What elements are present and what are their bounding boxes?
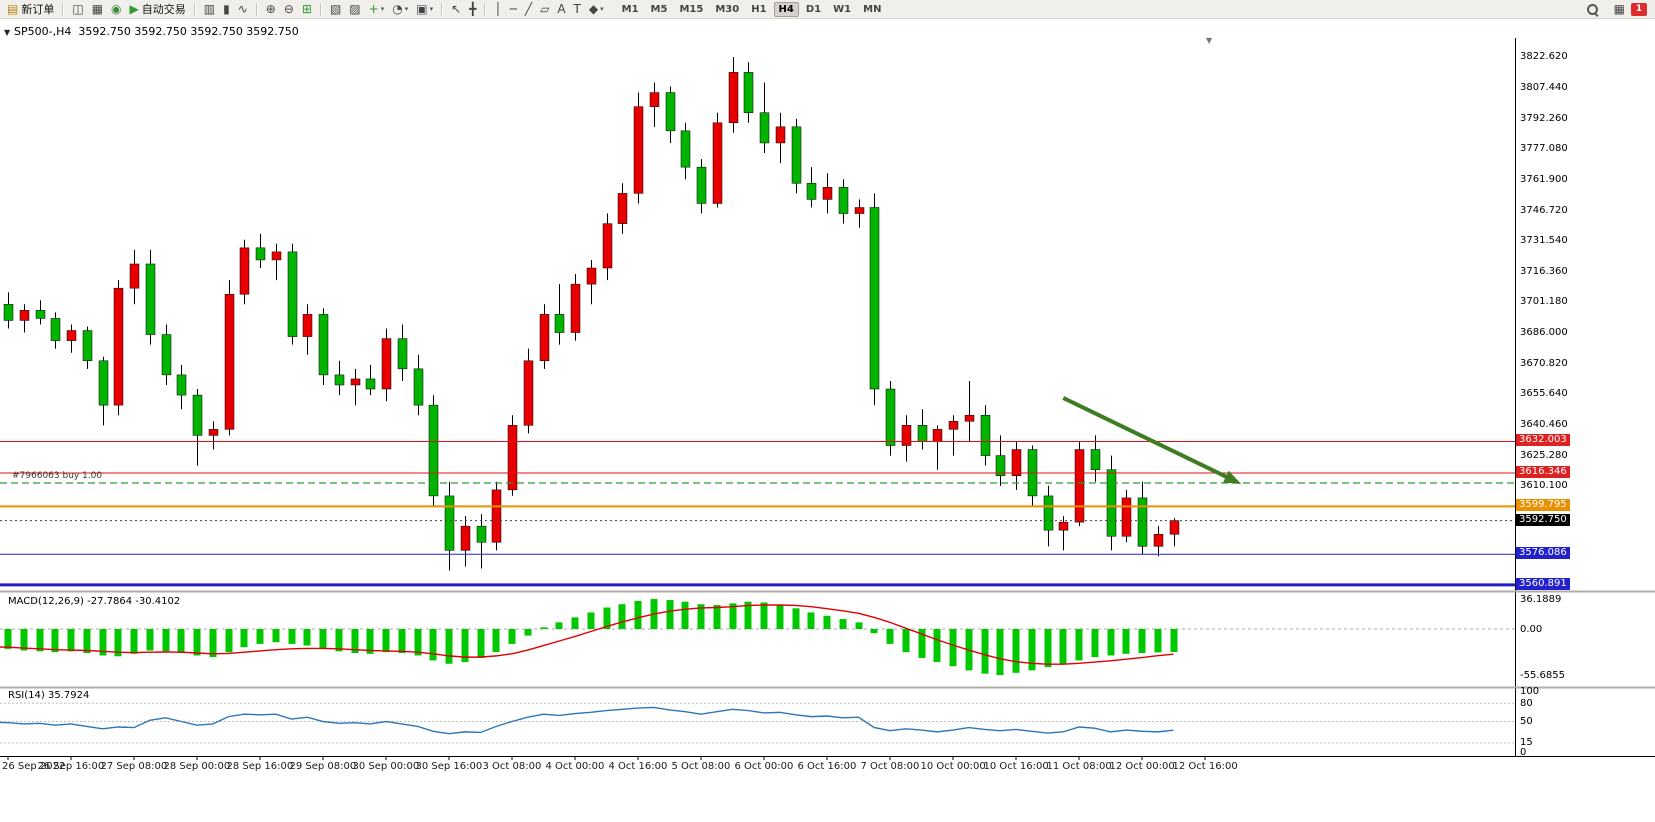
macd-indicator-label: MACD(12,26,9) -27.7864 -30.4102: [8, 596, 181, 607]
add-indicator-button[interactable]: + ▾: [366, 1, 388, 18]
chart-shift-marker-icon: ▼: [1206, 36, 1213, 45]
horizontal-line-icon[interactable]: ─: [507, 1, 520, 18]
timeframe-h1[interactable]: H1: [751, 3, 767, 15]
chevron-down-icon[interactable]: ▾: [404, 5, 409, 13]
zoom-out-icon[interactable]: ⊖: [281, 1, 297, 18]
timeframe-m5[interactable]: M5: [650, 3, 668, 15]
chevron-down-icon[interactable]: ▾: [600, 5, 604, 13]
add-indicator-button-glyph: +: [368, 1, 379, 16]
candlestick-chart-icon[interactable]: ▮: [220, 1, 233, 18]
vertical-line-icon-glyph: │: [494, 1, 502, 16]
line-chart-icon-glyph: ∿: [237, 1, 248, 16]
cascade-windows-icon[interactable]: ▨: [346, 1, 363, 18]
tile-windows-icon[interactable]: ⊞: [299, 1, 315, 18]
chart-window[interactable]: [0, 19, 1655, 822]
toolbar: ▤ 新订单 ◫ ▦ ◉ ▶ 自动交易 ▥ ▮ ∿ ⊕ ⊖ ⊞ ▧ ▨ + ▾ ◔ ▾ ▣ ▾ ↖ ╋ │ ─ ╱ ▱ A T ◆ ▾ M1 M…: [0, 0, 1655, 19]
symbol-period-label: SP500-,H4: [14, 25, 72, 38]
shapes-button[interactable]: ◆ ▾: [586, 1, 607, 18]
arrange-windows-icon-glyph: ▧: [329, 1, 342, 16]
tile-windows-icon-glyph: ⊞: [301, 1, 312, 16]
cascade-windows-icon-glyph: ▨: [349, 1, 361, 16]
text-tool-icon-glyph: A: [557, 1, 566, 16]
cursor-icon-glyph: ↖: [451, 1, 462, 16]
template-button-glyph: ▣: [416, 1, 428, 16]
cursor-icon[interactable]: ↖: [448, 1, 464, 18]
timeframe-w1[interactable]: W1: [833, 3, 852, 15]
crosshair-icon-glyph: ╋: [469, 1, 477, 16]
chart-window-icon-glyph: ◫: [72, 1, 84, 16]
toolbar-separator: [319, 2, 322, 16]
crosshair-icon[interactable]: ╋: [466, 1, 479, 18]
timeframe-m30[interactable]: M30: [715, 3, 740, 15]
text-label-icon-glyph: T: [573, 1, 581, 16]
chevron-down-icon[interactable]: ▾: [429, 5, 434, 13]
notification-badge[interactable]: 1: [1631, 2, 1647, 16]
auto-trading-button-label: 自动交易: [141, 3, 186, 16]
shapes-button-glyph: ◆: [588, 1, 599, 16]
timeframe-d1[interactable]: D1: [805, 3, 822, 15]
chart-window-icon[interactable]: ◫: [69, 1, 86, 18]
zoom-in-icon-glyph: ⊕: [265, 1, 276, 16]
line-chart-icon[interactable]: ∿: [235, 1, 251, 18]
new-order-button-label: 新订单: [21, 3, 55, 16]
vertical-line-icon[interactable]: │: [491, 1, 504, 18]
profiles-icon-glyph: ▦: [91, 1, 104, 16]
profiles-icon[interactable]: ▦: [89, 1, 106, 18]
auto-trading-button[interactable]: ▶ 自动交易: [127, 1, 189, 18]
period-button[interactable]: ◔ ▾: [389, 1, 411, 18]
ohlc-values: 3592.750 3592.750 3592.750 3592.750: [78, 25, 299, 38]
toolbar-separator: [193, 2, 196, 16]
new-order-button-glyph: ▤: [7, 1, 19, 16]
text-tool-icon[interactable]: A: [554, 1, 568, 18]
one-click-trading-toggle[interactable]: ▼: [4, 28, 11, 37]
chevron-down-icon[interactable]: ▾: [380, 5, 385, 13]
trendline-icon-glyph: ╱: [524, 1, 533, 16]
zoom-out-icon-glyph: ⊖: [283, 1, 294, 16]
toolbar-separator: [441, 2, 444, 16]
timeframe-m1[interactable]: M1: [621, 3, 639, 15]
toolbar-separator: [484, 2, 487, 16]
chart-info-line: SP500-,H4 3592.750 3592.750 3592.750 3592…: [14, 25, 299, 38]
bar-chart-icon[interactable]: ▥: [201, 1, 218, 18]
auto-trading-button-glyph: ▶: [129, 1, 139, 16]
refresh-icon-glyph: ◉: [111, 1, 122, 16]
toolbar-separator: [255, 2, 258, 16]
text-label-icon[interactable]: T: [571, 1, 584, 18]
open-position-label: #7966063 buy 1.00: [12, 471, 103, 481]
horizontal-line-icon-glyph: ─: [509, 1, 517, 16]
toolbar-separator: [62, 2, 65, 16]
new-order-button[interactable]: ▤ 新订单: [4, 1, 57, 18]
bar-chart-icon-glyph: ▥: [203, 1, 216, 16]
channel-icon[interactable]: ▱: [537, 1, 552, 18]
timeframe-mn[interactable]: MN: [863, 3, 882, 15]
zoom-in-icon[interactable]: ⊕: [263, 1, 279, 18]
rsi-indicator-label: RSI(14) 35.7924: [8, 690, 90, 701]
candlestick-chart-icon-glyph: ▮: [223, 1, 230, 16]
trendline-icon[interactable]: ╱: [522, 1, 535, 18]
timeframe-m15[interactable]: M15: [679, 3, 704, 15]
timeframe-h4[interactable]: H4: [773, 1, 799, 17]
toolbar-right-group: ▦ 1: [1581, 0, 1652, 18]
community-icon[interactable]: ▦: [1611, 1, 1628, 18]
search-icon[interactable]: [1586, 3, 1605, 16]
community-icon-glyph: ▦: [1613, 1, 1625, 16]
arrange-windows-icon[interactable]: ▧: [327, 1, 344, 18]
refresh-icon[interactable]: ◉: [108, 1, 124, 18]
channel-icon-glyph: ▱: [540, 1, 550, 16]
timeframe-group: M1 M5 M15 M30 H1 H4 D1 W1 MN: [616, 0, 888, 18]
template-button[interactable]: ▣ ▾: [413, 1, 436, 18]
period-button-glyph: ◔: [392, 1, 403, 16]
toolbar-left-group: ▤ 新订单 ◫ ▦ ◉ ▶ 自动交易 ▥ ▮ ∿ ⊕ ⊖ ⊞ ▧ ▨ + ▾ ◔ ▾ ▣ ▾ ↖ ╋ │ ─ ╱ ▱ A T ◆ ▾: [3, 0, 608, 18]
